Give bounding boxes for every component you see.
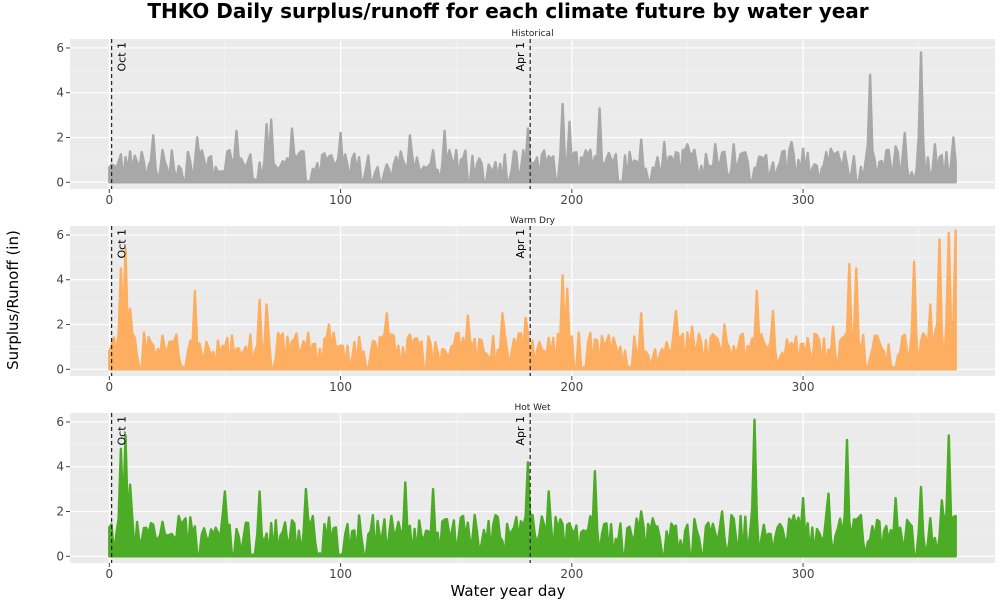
reference-line-label: Apr 1 [514, 416, 527, 446]
x-axis-title: Water year day [451, 582, 566, 600]
facet-strip [70, 401, 995, 413]
y-tick-label: 0 [56, 175, 64, 189]
x-tick-label: 300 [792, 380, 815, 394]
facet-warm-dry: Warm Dry Oct 1 Apr 1 0 2 4 6 0 100 200 300 [56, 214, 995, 394]
x-tick-label: 0 [105, 193, 113, 207]
y-tick-label: 4 [56, 86, 64, 100]
x-tick-label: 100 [329, 567, 352, 581]
facet-strip [70, 27, 995, 39]
y-tick-label: 6 [56, 228, 64, 242]
facet-strip-label: Hot Wet [514, 403, 551, 413]
reference-line-label: Apr 1 [514, 229, 527, 259]
x-tick-label: 0 [105, 567, 113, 581]
series-area-hot-wet [108, 418, 957, 558]
y-tick-label: 4 [56, 460, 64, 474]
facet-historical: Historical Oct 1 Apr 1 0 2 4 6 0 100 200 300 [56, 27, 995, 207]
y-tick-label: 2 [56, 505, 64, 519]
y-tick-label: 2 [56, 318, 64, 332]
y-axis-title: Surplus/Runoff (in) [4, 230, 22, 370]
reference-line-label: Apr 1 [514, 42, 527, 72]
facet-strip-label: Historical [511, 29, 553, 39]
y-tick-label: 0 [56, 549, 64, 563]
y-tick-label: 6 [56, 415, 64, 429]
facet-strip [70, 214, 995, 226]
y-tick-label: 2 [56, 131, 64, 145]
series-area-historical [108, 51, 957, 184]
series-area-warm-dry [108, 229, 957, 371]
x-tick-label: 100 [329, 380, 352, 394]
x-tick-label: 100 [329, 193, 352, 207]
chart-title: THKO Daily surplus/runoff for each clima… [147, 0, 868, 23]
y-tick-label: 0 [56, 362, 64, 376]
x-tick-label: 200 [560, 380, 583, 394]
x-tick-label: 200 [560, 193, 583, 207]
facet-strip-label: Warm Dry [510, 216, 556, 226]
reference-line-label: Oct 1 [116, 229, 129, 259]
x-tick-label: 0 [105, 380, 113, 394]
y-tick-label: 4 [56, 273, 64, 287]
facet-hot-wet: Hot Wet Oct 1 Apr 1 0 2 4 6 0 100 200 300 [56, 401, 995, 581]
x-tick-label: 200 [560, 567, 583, 581]
reference-line-label: Oct 1 [116, 416, 129, 446]
y-tick-label: 6 [56, 41, 64, 55]
reference-line-label: Oct 1 [116, 42, 129, 72]
x-tick-label: 300 [792, 193, 815, 207]
x-tick-label: 300 [792, 567, 815, 581]
